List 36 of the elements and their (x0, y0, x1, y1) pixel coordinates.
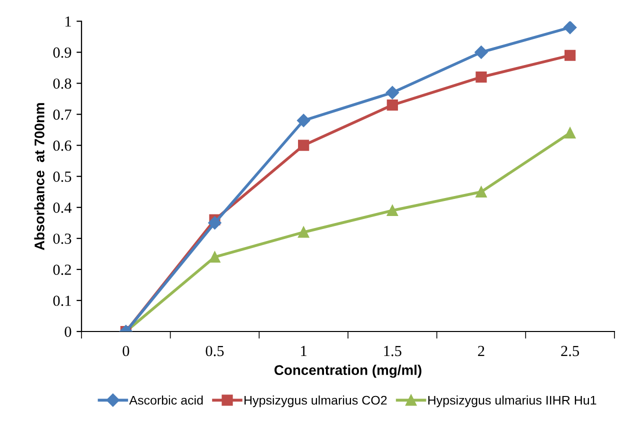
point (564, 127, 576, 138)
y-tick-label: 0.5 (53, 172, 72, 182)
x-tick-label: 0.5 (206, 346, 224, 356)
point (474, 46, 488, 59)
y-tick-label: 1 (65, 16, 71, 27)
point (386, 99, 398, 111)
point (476, 186, 487, 198)
point (564, 50, 576, 61)
x-tick-label: 1.5 (384, 346, 402, 356)
point (476, 72, 487, 83)
legend-label: Ascorbic acid (129, 395, 203, 405)
y-axis-title: Absorbance at 700nm (34, 103, 44, 250)
x-tick-label: 2 (478, 346, 484, 356)
y-tick-label: 0.3 (53, 234, 72, 244)
x-axis-title: Concentration (mg/ml) (274, 364, 422, 378)
point (563, 21, 577, 34)
point (296, 114, 310, 128)
point (386, 86, 399, 100)
point (298, 226, 310, 238)
point (386, 204, 398, 216)
x-tick-label: 1 (301, 346, 306, 356)
point (298, 140, 310, 151)
point (209, 251, 220, 263)
legend-label: Hypsizygus ulmarius CO2 (244, 395, 387, 408)
y-tick-label: 0.2 (53, 264, 71, 275)
point (208, 216, 222, 230)
x-tick-label: 2.5 (561, 346, 579, 356)
y-tick-label: 0.1 (53, 296, 71, 306)
y-tick-label: 0 (64, 326, 72, 337)
y-tick-label: 0.6 (53, 140, 72, 151)
y-tick-label: 0.9 (53, 47, 72, 58)
x-tick-label: 0 (122, 346, 130, 356)
y-tick-label: 0.4 (53, 202, 72, 213)
y-tick-label: 0.7 (53, 109, 72, 120)
y-tick-label: 0.8 (53, 78, 72, 89)
legend-label: Hypsizygus ulmarius IIHR Hu1 (428, 395, 596, 408)
